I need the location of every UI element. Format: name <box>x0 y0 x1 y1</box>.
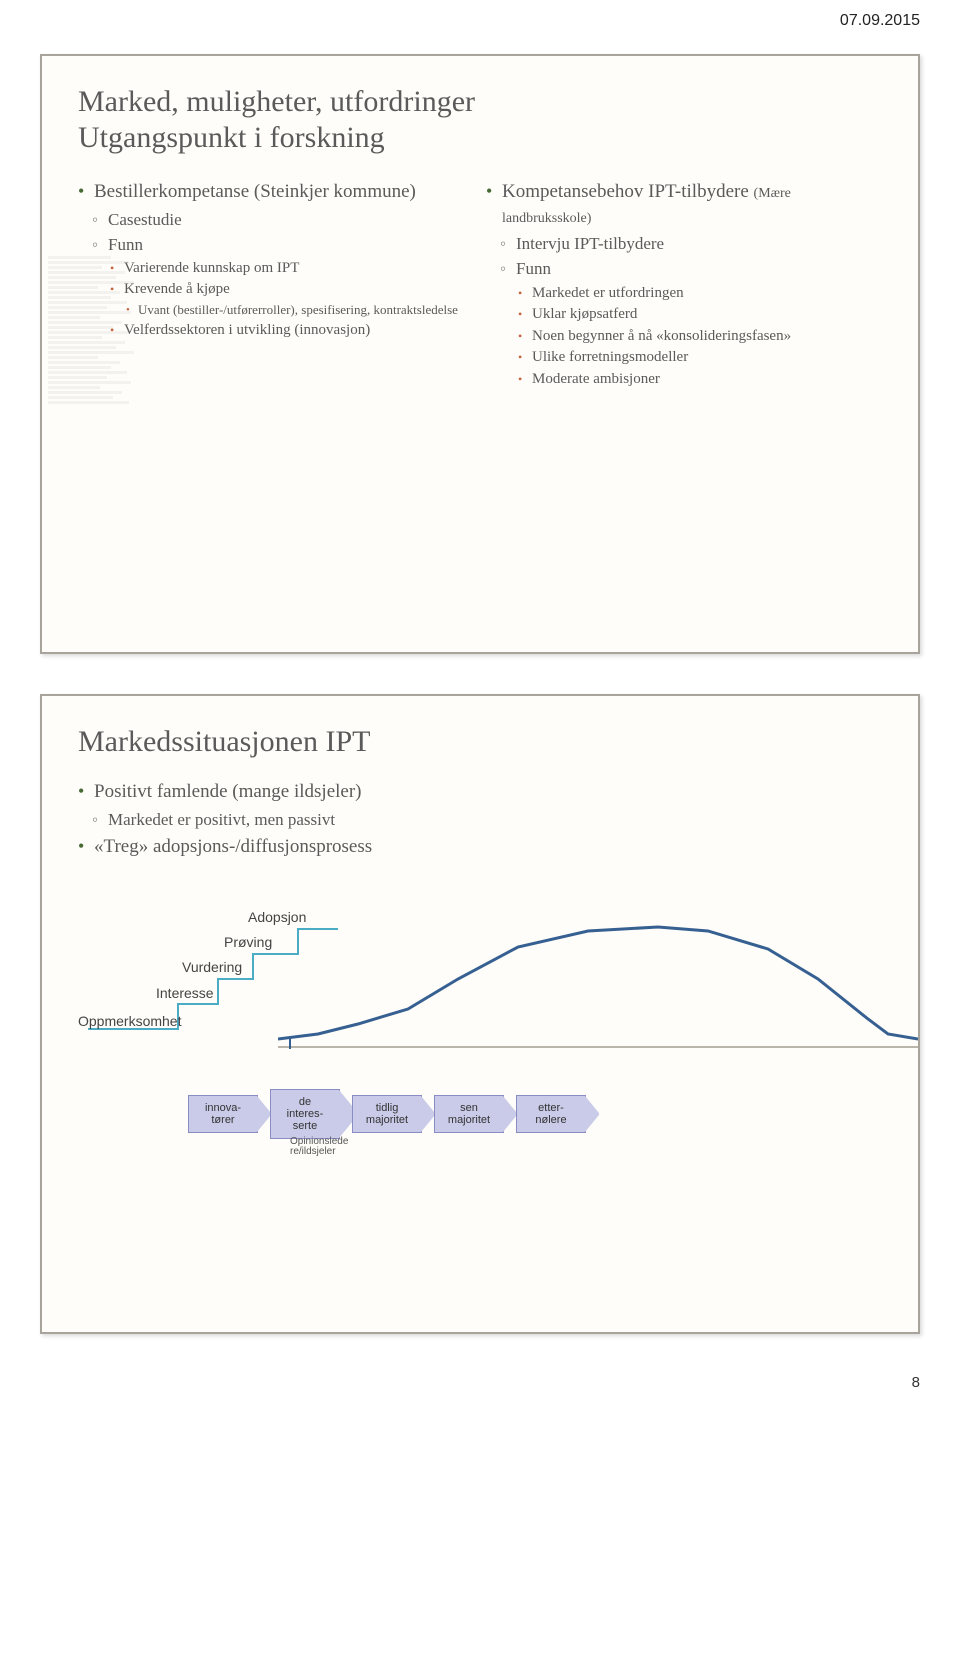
bullet-l2: Funn <box>78 234 474 256</box>
arrow-laggards: etter- nølere <box>516 1095 586 1133</box>
bullet-l3: Uklar kjøpsatferd <box>486 305 882 325</box>
bullet-text: Kompetansebehov IPT-tilbydere <box>502 181 749 202</box>
bullet-l2: Markedet er positivt, men passivt <box>78 809 882 831</box>
opinion-leaders-note: Opinionslede re/ildsjeler <box>290 1137 348 1157</box>
right-column: Kompetansebehov IPT-tilbydere (Mære land… <box>486 176 882 391</box>
arrow-early-majority: tidlig majoritet <box>352 1095 422 1133</box>
bullet-l2: Intervju IPT-tilbydere <box>486 233 882 255</box>
bullet-l3: Noen begynner å nå «konsolideringsfasen» <box>486 327 882 347</box>
left-column: Bestillerkompetanse (Steinkjer kommune) … <box>78 176 474 391</box>
bullet-l3: Velferdssektoren i utvikling (innovasjon… <box>78 321 474 341</box>
slide-title: Markedssituasjonen IPT <box>78 724 882 760</box>
bullet-l1: Bestillerkompetanse (Steinkjer kommune) <box>78 180 474 205</box>
title-line-2: Utgangspunkt i forskning <box>78 121 385 154</box>
slide-1: Marked, muligheter, utfordringer Utgangs… <box>40 54 920 654</box>
bullet-l3: Varierende kunnskap om IPT <box>78 259 474 279</box>
adopter-categories: innova- tører de interes- serte tidlig m… <box>188 1089 882 1139</box>
bullet-l3: Krevende å kjøpe <box>78 280 474 300</box>
deco-lines-icon <box>618 422 798 602</box>
bullet-l3: Markedet er utfordringen <box>486 284 882 304</box>
adoption-diagram: Adopsjon Prøving Vurdering Interesse Opp… <box>78 889 882 1169</box>
arrow-late-majority: sen majoritet <box>434 1095 504 1133</box>
step-label: Vurdering <box>182 959 242 975</box>
bullet-l1: «Treg» adopsjons-/diffusjonsprosess <box>78 835 882 860</box>
bullet-l1: Kompetansebehov IPT-tilbydere (Mære land… <box>486 180 882 229</box>
bullet-l2: Funn <box>486 258 882 280</box>
page-number: 8 <box>0 1374 960 1403</box>
curve-svg <box>278 899 918 1069</box>
bullet-l4: Uvant (bestiller-/utførerroller), spesif… <box>78 302 474 319</box>
slide-2: Markedssituasjonen IPT Positivt famlende… <box>40 694 920 1334</box>
diffusion-curve <box>278 899 882 1069</box>
slide-title: Marked, muligheter, utfordringer Utgangs… <box>78 84 882 156</box>
arrow-interested: de interes- serte <box>270 1089 340 1139</box>
arrow-innovators: innova- tører <box>188 1095 258 1133</box>
bullet-l3: Ulike forretningsmodeller <box>486 348 882 368</box>
bullet-l3: Moderate ambisjoner <box>486 370 882 390</box>
step-label: Oppmerksomhet <box>78 1013 181 1029</box>
page-date: 07.09.2015 <box>0 0 960 34</box>
bullet-l2: Casestudie <box>78 209 474 231</box>
title-line-1: Marked, muligheter, utfordringer <box>78 85 475 118</box>
step-label: Prøving <box>224 934 272 950</box>
step-label: Interesse <box>156 985 214 1001</box>
bullet-l1: Positivt famlende (mange ildsjeler) <box>78 780 882 805</box>
